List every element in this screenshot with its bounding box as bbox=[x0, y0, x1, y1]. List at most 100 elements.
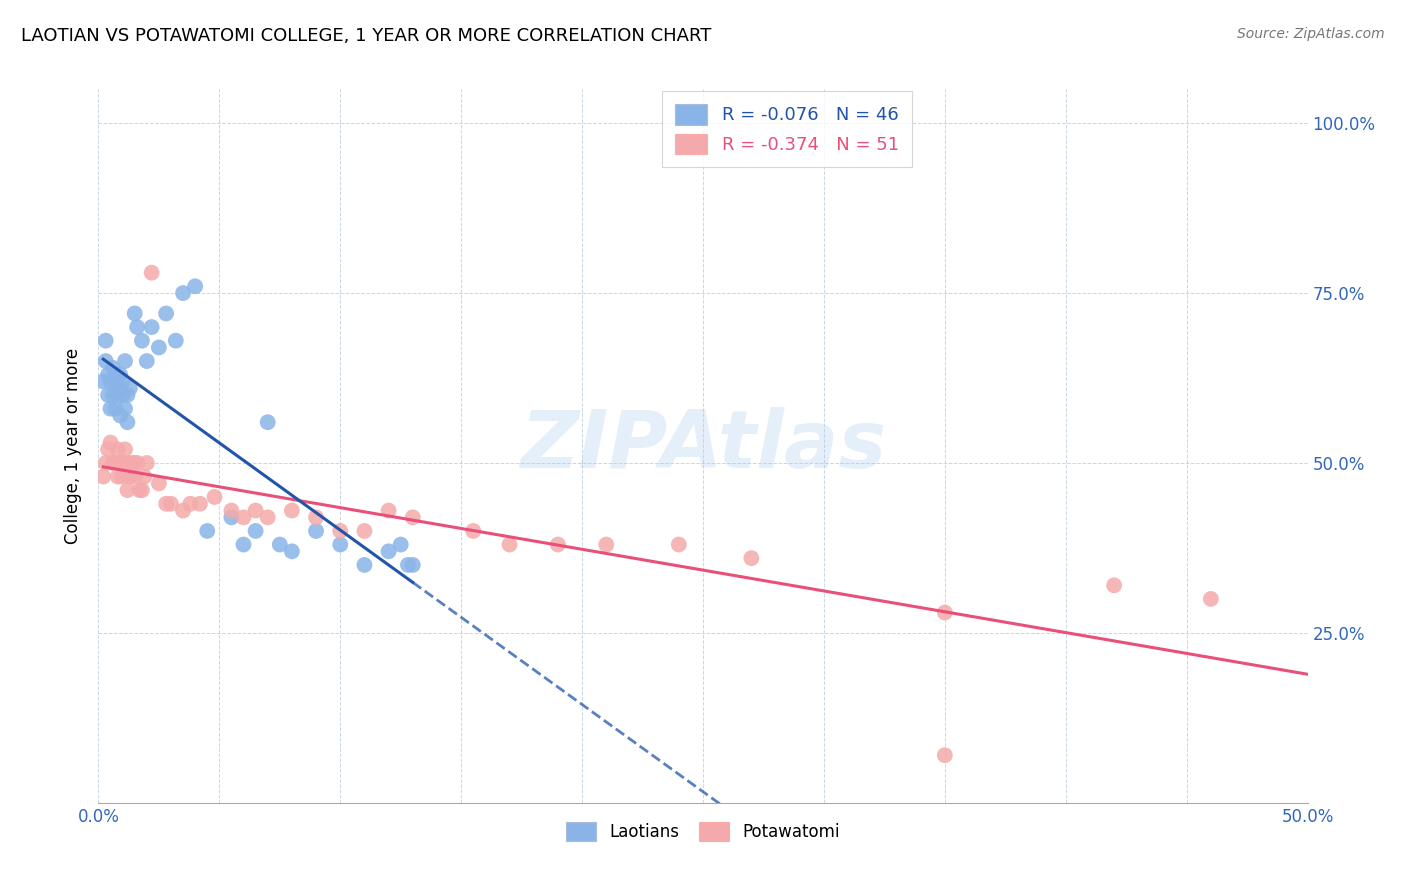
Point bbox=[165, 334, 187, 348]
Point bbox=[184, 279, 207, 293]
Point bbox=[127, 320, 149, 334]
Point bbox=[114, 401, 136, 416]
Point bbox=[94, 354, 117, 368]
Point bbox=[305, 510, 328, 524]
Point bbox=[402, 558, 425, 572]
Point bbox=[121, 456, 143, 470]
Point bbox=[141, 320, 163, 334]
Point bbox=[160, 497, 183, 511]
Point bbox=[305, 524, 328, 538]
Point bbox=[124, 456, 146, 470]
Point bbox=[117, 415, 139, 429]
Point bbox=[107, 375, 129, 389]
Point bbox=[134, 469, 156, 483]
Point bbox=[131, 334, 153, 348]
Point bbox=[256, 415, 278, 429]
Point bbox=[329, 537, 352, 551]
Y-axis label: College, 1 year or more: College, 1 year or more bbox=[65, 348, 83, 544]
Point bbox=[232, 537, 254, 551]
Point bbox=[934, 748, 956, 763]
Point bbox=[101, 388, 124, 402]
Point bbox=[141, 266, 163, 280]
Point bbox=[104, 456, 127, 470]
Point bbox=[111, 388, 134, 402]
Point bbox=[104, 401, 127, 416]
Point bbox=[353, 524, 375, 538]
Point bbox=[91, 469, 114, 483]
Point bbox=[353, 558, 375, 572]
Point bbox=[389, 537, 412, 551]
Point bbox=[179, 497, 201, 511]
Point bbox=[124, 306, 146, 320]
Point bbox=[114, 354, 136, 368]
Point bbox=[148, 476, 170, 491]
Point bbox=[498, 537, 520, 551]
Point bbox=[101, 456, 124, 470]
Point bbox=[100, 435, 122, 450]
Point bbox=[377, 544, 399, 558]
Point bbox=[232, 510, 254, 524]
Point bbox=[281, 544, 304, 558]
Point bbox=[329, 524, 352, 538]
Point bbox=[100, 375, 122, 389]
Point bbox=[256, 510, 278, 524]
Point bbox=[188, 497, 211, 511]
Point bbox=[1199, 591, 1222, 606]
Point bbox=[155, 306, 177, 320]
Point bbox=[547, 537, 569, 551]
Point bbox=[111, 456, 134, 470]
Point bbox=[108, 456, 131, 470]
Point bbox=[135, 354, 157, 368]
Point bbox=[127, 456, 149, 470]
Point bbox=[377, 503, 399, 517]
Point bbox=[94, 334, 117, 348]
Point bbox=[204, 490, 226, 504]
Point bbox=[245, 524, 267, 538]
Point bbox=[668, 537, 690, 551]
Point bbox=[740, 551, 762, 566]
Point bbox=[281, 503, 304, 517]
Point bbox=[104, 375, 127, 389]
Point bbox=[91, 375, 114, 389]
Point bbox=[111, 375, 134, 389]
Point bbox=[124, 469, 146, 483]
Point bbox=[934, 606, 956, 620]
Text: LAOTIAN VS POTAWATOMI COLLEGE, 1 YEAR OR MORE CORRELATION CHART: LAOTIAN VS POTAWATOMI COLLEGE, 1 YEAR OR… bbox=[21, 27, 711, 45]
Point bbox=[118, 381, 141, 395]
Point bbox=[111, 469, 134, 483]
Point bbox=[1102, 578, 1125, 592]
Point bbox=[108, 409, 131, 423]
Point bbox=[107, 442, 129, 457]
Point bbox=[97, 388, 120, 402]
Point bbox=[402, 510, 425, 524]
Point bbox=[97, 442, 120, 457]
Point bbox=[107, 469, 129, 483]
Point bbox=[128, 483, 150, 498]
Point bbox=[396, 558, 419, 572]
Point bbox=[118, 469, 141, 483]
Point bbox=[463, 524, 485, 538]
Point bbox=[94, 456, 117, 470]
Point bbox=[221, 510, 243, 524]
Point bbox=[101, 360, 124, 375]
Point bbox=[97, 368, 120, 382]
Point bbox=[131, 483, 153, 498]
Legend: Laotians, Potawatomi: Laotians, Potawatomi bbox=[560, 815, 846, 848]
Point bbox=[595, 537, 617, 551]
Point bbox=[245, 503, 267, 517]
Point bbox=[117, 388, 139, 402]
Point bbox=[269, 537, 291, 551]
Point bbox=[135, 456, 157, 470]
Point bbox=[172, 503, 194, 517]
Text: ZIPAtlas: ZIPAtlas bbox=[520, 407, 886, 485]
Point bbox=[117, 456, 139, 470]
Point bbox=[172, 286, 194, 301]
Point bbox=[155, 497, 177, 511]
Point bbox=[114, 442, 136, 457]
Point bbox=[100, 401, 122, 416]
Point bbox=[108, 368, 131, 382]
Point bbox=[148, 341, 170, 355]
Point bbox=[117, 483, 139, 498]
Point bbox=[107, 388, 129, 402]
Point bbox=[195, 524, 218, 538]
